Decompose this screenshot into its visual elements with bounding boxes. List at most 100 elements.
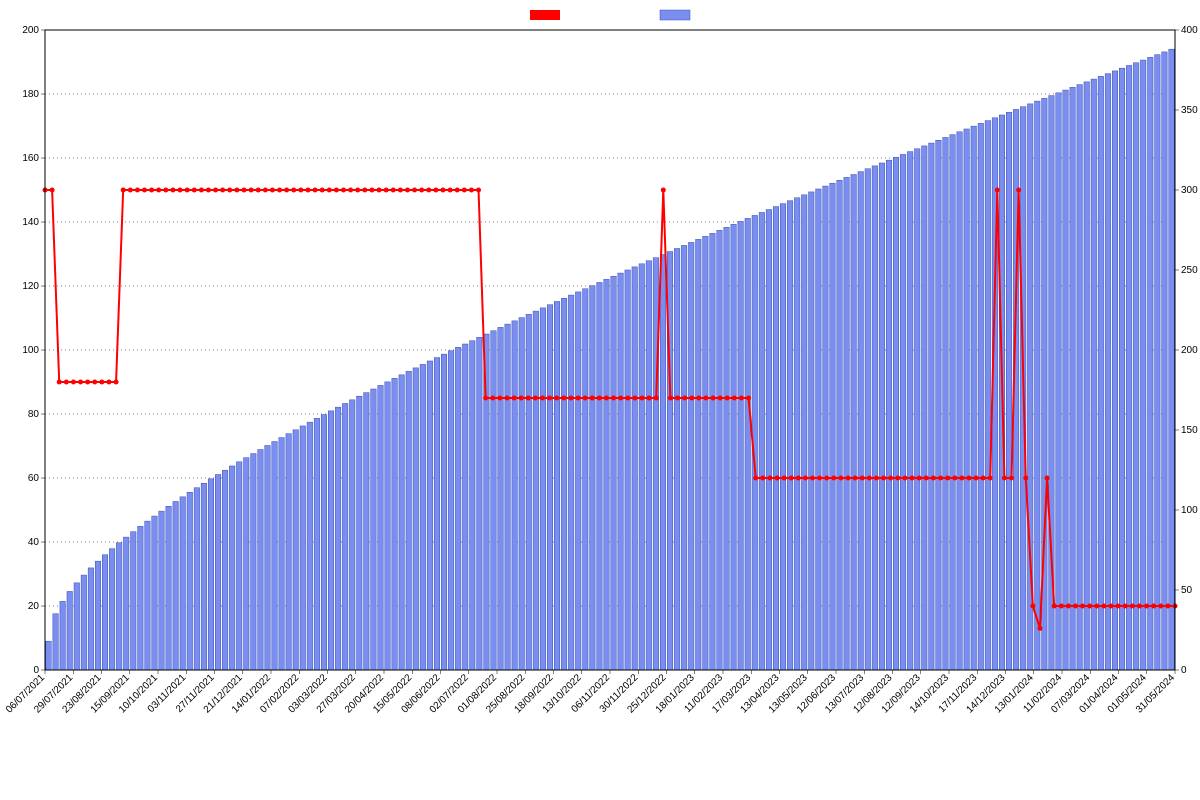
bar (420, 364, 426, 670)
bar (208, 479, 214, 670)
bar (1105, 74, 1111, 670)
y-right-tick-label: 300 (1181, 185, 1198, 196)
line-marker (1137, 604, 1142, 609)
line-marker (981, 476, 986, 481)
line-marker (1080, 604, 1085, 609)
line-marker (412, 188, 417, 193)
bar (81, 575, 87, 670)
bar (215, 474, 221, 670)
line-marker (533, 396, 538, 401)
line-marker (377, 188, 382, 193)
line-marker (874, 476, 879, 481)
line-marker (952, 476, 957, 481)
bar (434, 358, 440, 670)
line-marker (135, 188, 140, 193)
bar (116, 543, 122, 670)
line-marker (419, 188, 424, 193)
bar (900, 154, 906, 670)
line-marker (469, 188, 474, 193)
bar (1035, 101, 1041, 670)
bar (145, 521, 151, 670)
bar (427, 361, 433, 670)
bar (187, 492, 193, 670)
line-marker (426, 188, 431, 193)
bar (1056, 93, 1062, 670)
bar (688, 242, 694, 670)
line-marker (327, 188, 332, 193)
bar (152, 516, 158, 670)
bar (561, 298, 567, 670)
bar (60, 601, 66, 670)
bar (879, 163, 885, 670)
y-right-tick-label: 150 (1181, 425, 1198, 436)
bar (138, 526, 144, 670)
line-marker (305, 188, 310, 193)
line-marker (718, 396, 723, 401)
line-marker (682, 396, 687, 401)
bar (964, 129, 970, 670)
line-marker (945, 476, 950, 481)
bar (222, 470, 228, 670)
bar (1091, 79, 1097, 670)
line-marker (696, 396, 701, 401)
line-marker (313, 188, 318, 193)
bar (229, 466, 235, 670)
line-marker (391, 188, 396, 193)
line-marker (1030, 604, 1035, 609)
bar (780, 204, 786, 670)
line-marker (455, 188, 460, 193)
line-marker (263, 188, 268, 193)
line-marker (775, 476, 780, 481)
bar (759, 212, 765, 670)
bar (533, 311, 539, 670)
bar (794, 198, 800, 670)
bar (1119, 68, 1125, 670)
line-marker (526, 396, 531, 401)
line-marker (462, 188, 467, 193)
line-marker (618, 396, 623, 401)
bar (957, 132, 963, 670)
y-left-tick-label: 40 (28, 537, 40, 548)
bar (194, 488, 200, 670)
line-marker (369, 188, 374, 193)
line-marker (817, 476, 822, 481)
line-marker (78, 380, 83, 385)
line-marker (547, 396, 552, 401)
line-marker (320, 188, 325, 193)
bar (505, 324, 511, 670)
line-marker (711, 396, 716, 401)
line-marker (476, 188, 481, 193)
bar (109, 549, 115, 670)
bar (837, 180, 843, 670)
bar (858, 172, 864, 670)
bar (971, 126, 977, 670)
bar (554, 301, 560, 670)
line-marker (50, 188, 55, 193)
bar (300, 426, 306, 670)
line-marker (1165, 604, 1170, 609)
bar (321, 415, 327, 670)
bar (166, 506, 172, 670)
line-marker (824, 476, 829, 481)
bar (590, 286, 596, 670)
bar (342, 403, 348, 670)
line-marker (739, 396, 744, 401)
bar (922, 146, 928, 670)
line-marker (1073, 604, 1078, 609)
line-marker (384, 188, 389, 193)
bar (357, 396, 363, 670)
bar (413, 368, 419, 670)
line-marker (796, 476, 801, 481)
line-marker (405, 188, 410, 193)
line-marker (611, 396, 616, 401)
line-marker (924, 476, 929, 481)
bar (477, 337, 483, 670)
line-marker (895, 476, 900, 481)
line-marker (163, 188, 168, 193)
bar (251, 454, 257, 670)
bar (844, 177, 850, 670)
bar (46, 641, 52, 670)
line-marker (227, 188, 232, 193)
line-marker (71, 380, 76, 385)
line-marker (881, 476, 886, 481)
